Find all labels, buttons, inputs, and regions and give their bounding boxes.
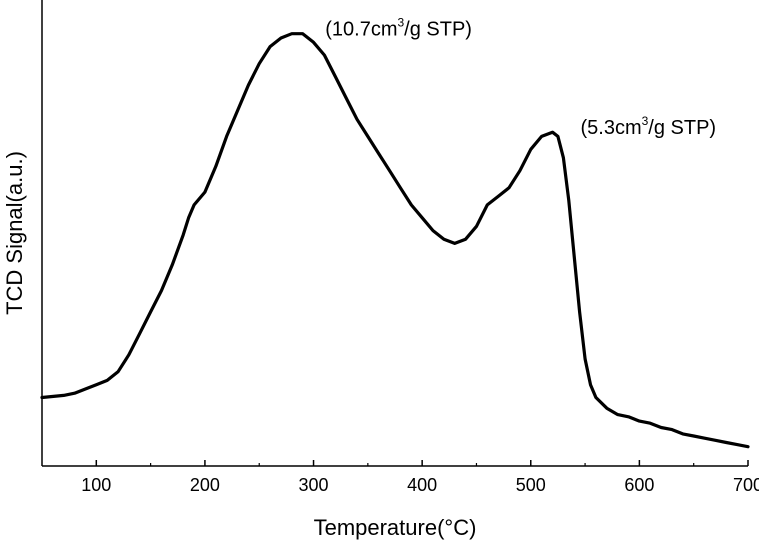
y-axis-title: TCD Signal(a.u.) bbox=[2, 151, 27, 315]
x-axis-title: Temperature(°C) bbox=[314, 515, 477, 540]
peak-annotation-1: (10.7cm3/g STP) bbox=[325, 16, 472, 41]
x-tick-label: 700 bbox=[733, 475, 759, 495]
x-tick-label: 100 bbox=[81, 475, 111, 495]
x-tick-label: 200 bbox=[190, 475, 220, 495]
peak-annotations: (10.7cm3/g STP) (5.3cm3/g STP) bbox=[325, 16, 716, 139]
x-tick-label: 300 bbox=[299, 475, 329, 495]
x-tick-label: 500 bbox=[516, 475, 546, 495]
peak-annotation-2: (5.3cm3/g STP) bbox=[580, 114, 716, 139]
x-tick-label: 400 bbox=[407, 475, 437, 495]
x-tick-label: 600 bbox=[624, 475, 654, 495]
tcd-signal-line bbox=[42, 34, 748, 447]
